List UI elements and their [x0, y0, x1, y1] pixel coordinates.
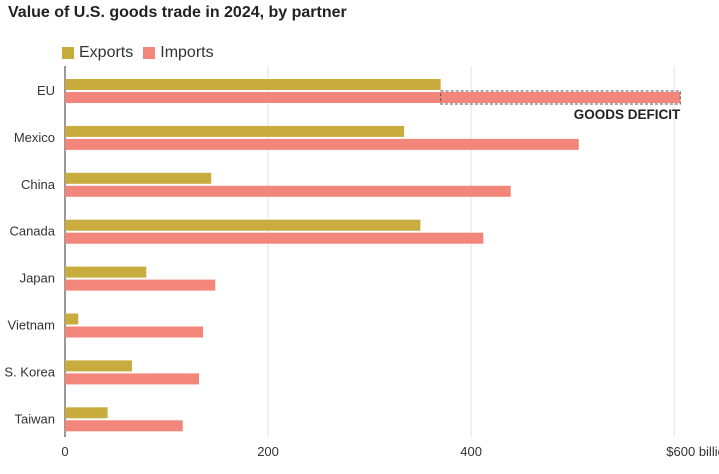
category-label-vietnam: Vietnam [8, 318, 55, 333]
tick-label-400: 400 [460, 444, 482, 459]
bar-imports-vietnam [65, 326, 204, 338]
deficit-box [440, 90, 681, 105]
category-label-canada: Canada [9, 224, 55, 239]
tick-label-600: $600 billion [666, 444, 719, 459]
bar-exports-vietnam [65, 313, 79, 325]
bar-imports-mexico [65, 138, 579, 150]
legend-label-imports: Imports [160, 44, 214, 61]
tick-label-0: 0 [61, 444, 68, 459]
legend-swatch-imports [143, 47, 156, 59]
bar-imports-taiwan [65, 420, 183, 432]
legend: Exports Imports [62, 44, 224, 62]
tick-label-200: 200 [257, 444, 279, 459]
legend-label-exports: Exports [79, 44, 134, 61]
bar-exports-s-korea [65, 360, 133, 372]
legend-item-imports: Imports [143, 44, 214, 62]
bar-exports-china [65, 172, 212, 184]
deficit-label: GOODS DEFICIT [574, 107, 681, 122]
category-label-japan: Japan [20, 271, 55, 286]
category-label-taiwan: Taiwan [15, 411, 55, 426]
bar-exports-taiwan [65, 407, 108, 419]
category-label-mexico: Mexico [14, 130, 55, 145]
category-label-s-korea: S. Korea [4, 364, 55, 379]
bar-imports-s-korea [65, 373, 200, 385]
bar-imports-china [65, 185, 511, 197]
bar-imports-canada [65, 232, 484, 244]
chart-title: Value of U.S. goods trade in 2024, by pa… [8, 4, 347, 21]
bar-imports-eu [65, 92, 681, 103]
bar-exports-japan [65, 266, 147, 278]
bar-imports-japan [65, 279, 216, 291]
category-label-china: China [21, 177, 56, 192]
legend-item-exports: Exports [62, 44, 133, 62]
bar-exports-eu [65, 79, 441, 90]
legend-swatch-exports [62, 47, 74, 59]
bar-exports-mexico [65, 125, 405, 137]
category-label-eu: EU [37, 83, 55, 98]
bar-exports-canada [65, 219, 421, 231]
